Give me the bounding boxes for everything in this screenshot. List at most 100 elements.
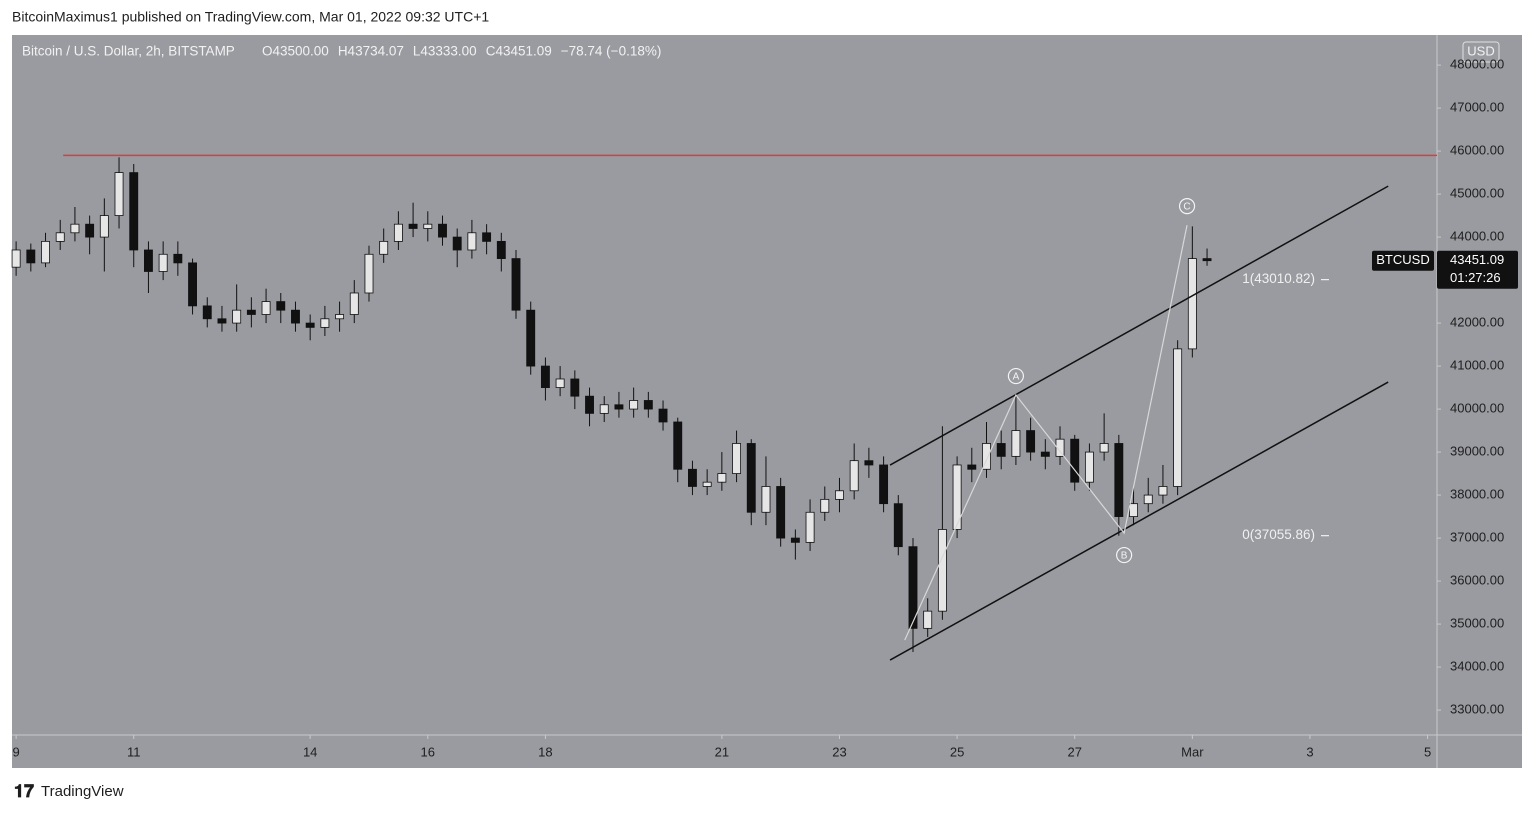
candle-body: [746, 443, 756, 513]
candle-body: [937, 529, 947, 612]
candle-body: [305, 322, 315, 328]
candle-body: [291, 309, 300, 324]
candle-body: [790, 537, 800, 543]
y-tick-label: 33000.00: [1450, 701, 1504, 716]
x-tick-label: 14: [303, 744, 317, 759]
wave-label: A: [1013, 372, 1020, 383]
ohlc-value: C43451.09: [486, 44, 552, 59]
candle-body: [99, 215, 109, 238]
candle-body: [702, 481, 712, 487]
candle-body: [11, 249, 21, 268]
y-tick-label: 39000.00: [1450, 444, 1504, 459]
chart-title: Bitcoin / U.S. Dollar, 2h, BITSTAMP: [22, 44, 235, 59]
ohlc-value: −78.74 (−0.18%): [561, 44, 662, 59]
candle-body: [143, 249, 153, 272]
y-tick-label: 44000.00: [1450, 229, 1504, 244]
candle-body: [864, 460, 874, 466]
candle-body: [1011, 430, 1021, 457]
candle-body: [893, 503, 903, 548]
x-tick-label: 21: [715, 744, 729, 759]
last-price: 43451.09: [1450, 252, 1504, 267]
candle-body: [967, 464, 977, 470]
candle-body: [70, 223, 80, 234]
candle-body: [217, 318, 227, 324]
wave-label: B: [1121, 551, 1128, 562]
candle-body: [261, 301, 271, 315]
candle-body: [835, 490, 844, 500]
candle-body: [188, 262, 197, 307]
candle-body: [158, 253, 168, 272]
attribution: BitcoinMaximus1 published on TradingView…: [12, 9, 489, 25]
candle-body: [452, 236, 462, 251]
y-tick-label: 45000.00: [1450, 186, 1504, 201]
x-tick-label: 23: [832, 744, 846, 759]
candle-body: [1099, 443, 1109, 453]
y-tick-label: 34000.00: [1450, 659, 1504, 674]
y-tick-label: 47000.00: [1450, 100, 1504, 115]
candle-body: [511, 258, 521, 311]
candle-body: [496, 240, 506, 259]
y-tick-label: 40000.00: [1450, 401, 1504, 416]
candle-body: [1026, 430, 1036, 453]
x-tick-label: 3: [1306, 744, 1313, 759]
candle-body: [643, 400, 653, 410]
logo-mark: 𝟏𝟕: [14, 781, 34, 801]
candle-body: [879, 464, 889, 505]
x-tick-label: 5: [1424, 744, 1431, 759]
wave-label-circle: [1116, 546, 1133, 564]
countdown: 01:27:26: [1450, 270, 1501, 285]
ohlc-value: L43333.00: [413, 44, 477, 59]
candle-body: [55, 232, 65, 242]
candle-body: [438, 223, 447, 238]
last-price-box: [1437, 250, 1518, 289]
candle-body: [952, 464, 962, 530]
candle-body: [467, 232, 477, 251]
candle-body: [1173, 348, 1183, 487]
candle-body: [349, 292, 359, 315]
chart-background: [12, 35, 1522, 768]
x-tick-label: 27: [1067, 744, 1081, 759]
candle-body: [614, 404, 624, 410]
candle-body: [599, 404, 609, 414]
candle-body: [982, 443, 991, 470]
candle-body: [41, 240, 50, 264]
candle-body: [423, 223, 433, 229]
currency-box: [1462, 41, 1500, 63]
candle-body: [820, 498, 830, 513]
wave-label: C: [1183, 202, 1190, 213]
candle-body: [555, 378, 565, 388]
candle-body: [482, 232, 492, 242]
candle-body: [776, 486, 786, 539]
channel-line: [889, 185, 1389, 466]
candle-body: [732, 443, 741, 474]
candle-body: [202, 305, 212, 320]
candle-body: [761, 486, 771, 513]
candle-body: [923, 610, 933, 629]
wave-label-circle: [1007, 367, 1025, 385]
candle-body: [1143, 494, 1153, 505]
fib-label: 1(43010.82): [1242, 271, 1315, 286]
candle-body: [1040, 451, 1050, 457]
candle-body: [232, 309, 242, 324]
wave-line: [904, 224, 1188, 641]
y-tick-label: 35000.00: [1450, 616, 1504, 631]
wave-label-circle: [1178, 197, 1196, 215]
candle-body: [1084, 451, 1094, 483]
candle-body: [276, 301, 286, 311]
y-tick-label: 41000.00: [1450, 358, 1504, 373]
candle-body: [408, 223, 418, 229]
candle-body: [1114, 443, 1124, 517]
currency: USD: [1467, 43, 1494, 58]
x-tick-label: 18: [538, 744, 552, 759]
candle-body: [1070, 438, 1080, 483]
candle-body: [849, 460, 859, 492]
y-tick-label: 42000.00: [1450, 315, 1504, 330]
candle-body: [908, 546, 918, 629]
x-tick-label: Mar: [1181, 744, 1204, 759]
candle-body: [585, 395, 594, 414]
symbol-box: [1372, 250, 1434, 271]
y-tick-label: 46000.00: [1450, 143, 1504, 158]
plot: A B C 1(43010.82) 0(37055.86): [11, 154, 1437, 661]
